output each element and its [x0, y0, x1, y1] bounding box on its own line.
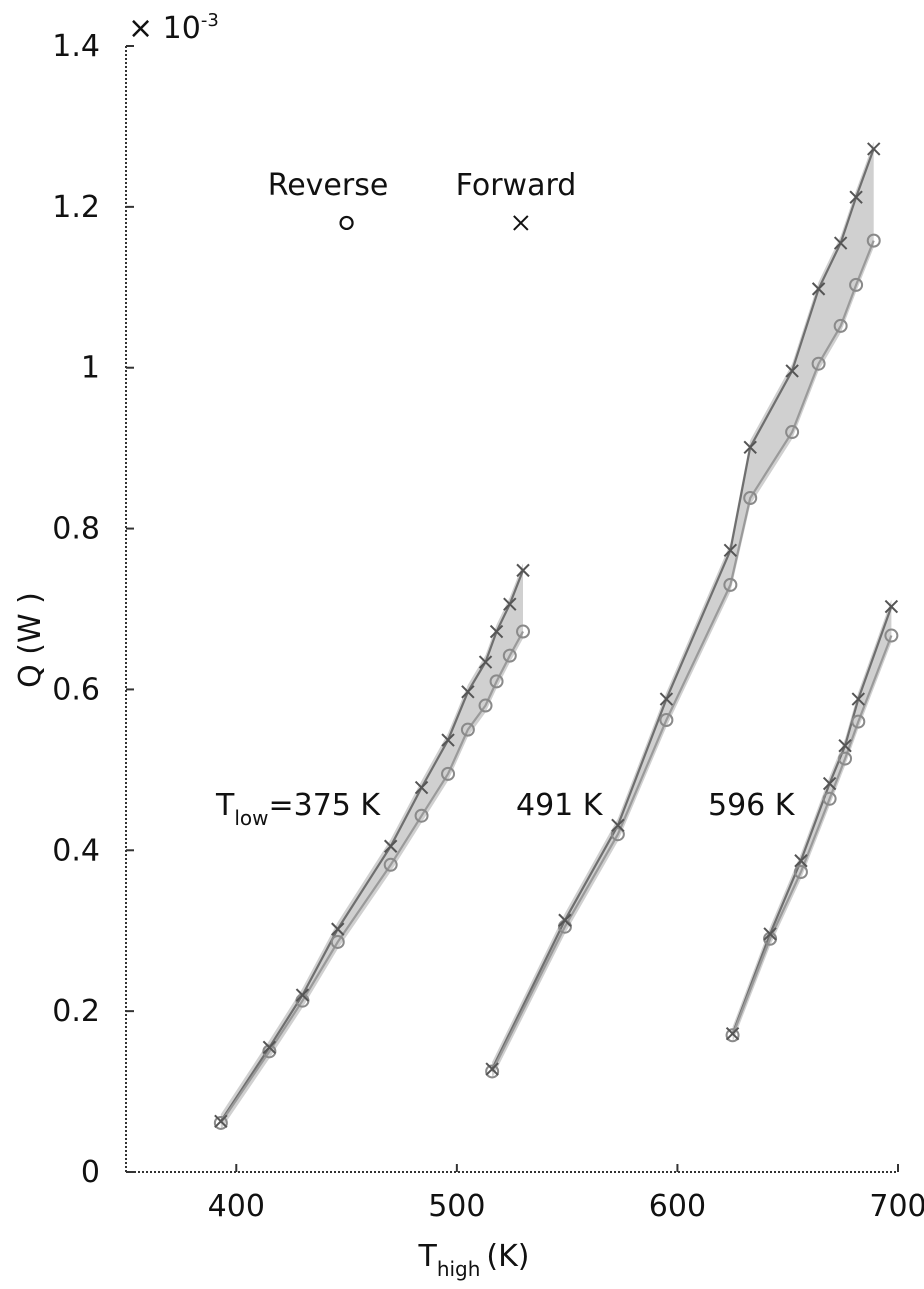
- forward-point: [811, 282, 826, 296]
- reverse-point: [478, 698, 493, 713]
- reverse-point: [851, 714, 866, 729]
- forward-point: [489, 624, 504, 639]
- legend-marker-reverse: [339, 215, 354, 231]
- forward-point: [485, 1062, 499, 1076]
- forward-point: [725, 1026, 740, 1041]
- reverse-point: [838, 751, 853, 766]
- y-axis-title: Q (W ): [13, 592, 48, 688]
- legend-label-reverse: Reverse: [268, 168, 389, 203]
- reverse-line-group-2: [491, 240, 875, 1072]
- forward-point: [558, 913, 572, 927]
- forward-point: [884, 599, 899, 614]
- x-tick-label: 700: [869, 1189, 924, 1224]
- reverse-line-group-3: [731, 635, 893, 1036]
- y-tick-label: 0.8: [52, 512, 100, 547]
- forward-point: [331, 922, 345, 936]
- reverse-point: [213, 1115, 228, 1130]
- forward-point: [262, 1040, 277, 1055]
- forward-point: [763, 927, 777, 941]
- y-tick-label: 1.2: [52, 190, 100, 225]
- reverse-point: [725, 1028, 740, 1043]
- legend-label-forward: Forward: [456, 168, 577, 203]
- forward-point: [461, 685, 475, 699]
- forward-point: [295, 988, 310, 1002]
- y-tick-label: 0.2: [52, 994, 100, 1029]
- forward-point: [516, 563, 530, 578]
- axis-ticks: 0 0.2 0.4 0.6 0.8 1 1.2 1.4 400 500 600 700: [52, 29, 924, 1224]
- forward-point: [794, 854, 808, 868]
- reverse-point: [785, 425, 800, 440]
- y-tick-label: 0.6: [52, 672, 100, 707]
- legend-markers: [339, 215, 529, 231]
- y-tick-label: 1.4: [52, 29, 100, 64]
- reverse-point: [383, 857, 398, 872]
- reverse-point: [460, 722, 475, 737]
- forward-point: [867, 142, 881, 156]
- forward-point: [503, 597, 517, 611]
- forward-point: [833, 236, 848, 250]
- reverse-point: [610, 827, 625, 842]
- forward-point: [441, 733, 455, 747]
- reverse-line-group-1: [219, 630, 524, 1124]
- legend: Reverse Forward: [268, 168, 577, 231]
- series-lines: [219, 148, 893, 1124]
- forward-point: [723, 543, 738, 557]
- reverse-point: [485, 1064, 500, 1079]
- reverse-point: [330, 934, 345, 949]
- forward-point: [478, 655, 493, 669]
- reverse-point: [822, 791, 837, 806]
- uncertainty-band-group-2: [492, 141, 874, 1079]
- reverse-point: [414, 808, 429, 823]
- forward-point: [611, 818, 625, 833]
- forward-point: [851, 692, 866, 706]
- x-tick-label: 500: [428, 1189, 485, 1224]
- forward-point: [838, 739, 852, 753]
- reverse-point: [793, 865, 808, 880]
- legend-marker-forward: [513, 215, 529, 231]
- y-tick-label: 0.4: [52, 833, 100, 868]
- annotation-tlow-375: Tlow=375 K: [215, 788, 381, 830]
- y-tick-label: 0: [81, 1155, 100, 1190]
- annotation-596: 596 K: [708, 788, 796, 823]
- reverse-point: [849, 277, 864, 292]
- data-markers: [213, 142, 899, 1130]
- reverse-point: [502, 648, 517, 663]
- reverse-point: [811, 356, 826, 371]
- reverse-point: [723, 577, 738, 592]
- reverse-point: [489, 674, 504, 689]
- y-tick-label: 1: [81, 351, 100, 386]
- x-axis-title: Thigh (K): [417, 1239, 529, 1281]
- reverse-point: [743, 491, 758, 506]
- forward-point: [214, 1114, 228, 1129]
- reverse-point: [441, 766, 456, 781]
- uncertainty-bands: [220, 141, 892, 1130]
- forward-point: [785, 364, 799, 378]
- reverse-point: [516, 624, 531, 639]
- reverse-point: [262, 1044, 277, 1059]
- forward-point: [822, 776, 837, 791]
- forward-point: [659, 692, 674, 706]
- reverse-point: [866, 233, 881, 248]
- reverse-point: [659, 712, 674, 727]
- x-tick-label: 600: [649, 1189, 706, 1224]
- forward-line-group-1: [219, 569, 525, 1122]
- forward-point: [743, 440, 757, 455]
- forward-point: [849, 190, 863, 204]
- forward-point: [383, 839, 398, 853]
- y-multiplier: × 10-3: [128, 10, 219, 46]
- reverse-point: [884, 628, 899, 643]
- uncertainty-band-group-1: [220, 563, 524, 1130]
- x-tick-label: 400: [208, 1189, 265, 1224]
- forward-point: [414, 780, 429, 795]
- reverse-point: [833, 318, 848, 333]
- annotation-491: 491 K: [516, 788, 604, 823]
